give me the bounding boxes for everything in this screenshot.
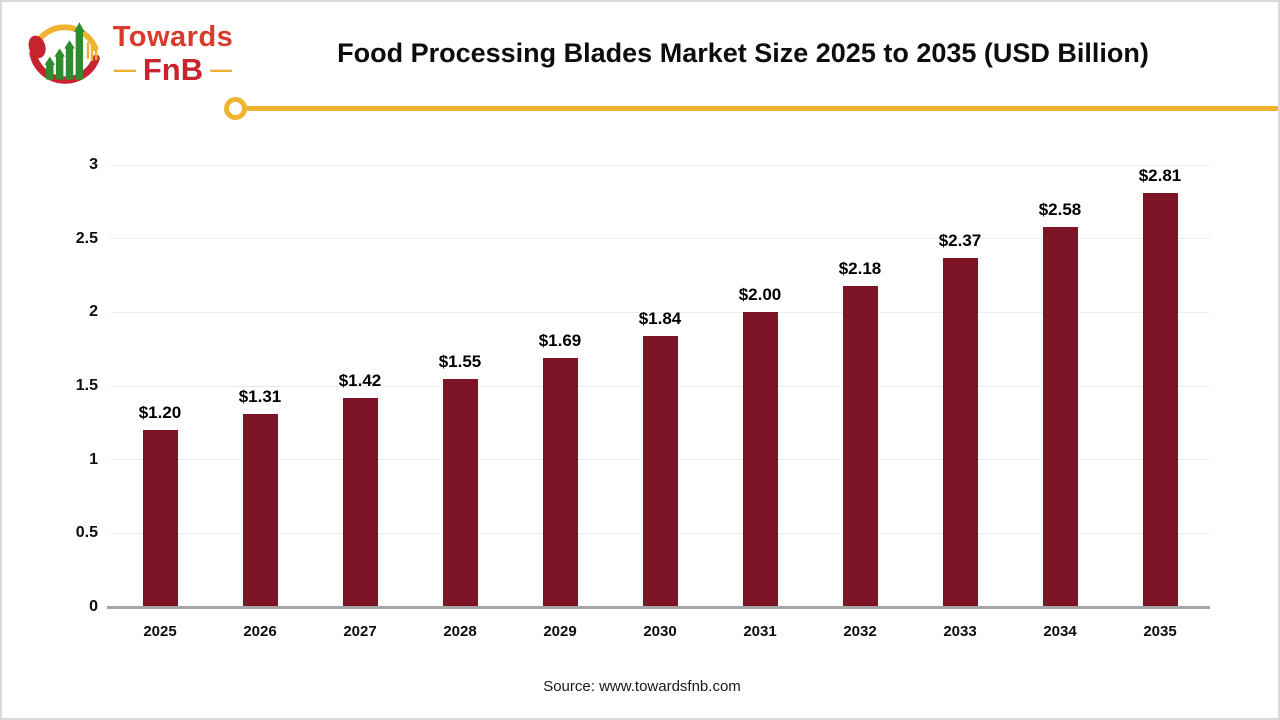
- y-axis-tick-label: 0: [89, 598, 98, 615]
- logo-word-fnb: FnB: [142, 52, 204, 87]
- bar-value-label: $1.20: [138, 403, 182, 423]
- divider-ring-icon: [224, 97, 247, 120]
- bar-value-label: $1.84: [638, 308, 682, 328]
- bar-2030: [642, 335, 678, 606]
- x-axis-tick-label: 2035: [1143, 623, 1177, 640]
- bar-2035: [1142, 192, 1178, 606]
- towardsfnb-logo-icon: [28, 22, 100, 84]
- y-axis-tick-label: 0.5: [75, 524, 98, 542]
- x-axis-tick-label: 2026: [243, 623, 277, 640]
- towardsfnb-logo-text: Towards — FnB —: [108, 22, 238, 86]
- x-axis-line: [107, 606, 1210, 609]
- bar-value-label: $1.69: [538, 331, 582, 350]
- bar-2034: [1042, 226, 1078, 606]
- divider-line: [245, 106, 1278, 111]
- gridline: [110, 238, 1210, 240]
- bar-2028: [442, 378, 478, 606]
- bar-2025: [142, 430, 178, 606]
- chart-title: Food Processing Blades Market Size 2025 …: [337, 38, 1149, 68]
- x-axis-tick-label: 2029: [543, 623, 577, 640]
- x-axis-tick-label: 2030: [643, 623, 677, 640]
- x-axis-tick-label: 2025: [143, 623, 177, 640]
- bar-value-label: $2.18: [838, 258, 882, 278]
- y-axis-tick-label: 2.5: [75, 229, 98, 247]
- bar-value-label: $1.42: [338, 370, 382, 390]
- bar-value-label: $1.31: [238, 386, 282, 406]
- y-axis-tick-label: 1.5: [75, 377, 98, 394]
- logo-dash-left: —: [113, 57, 136, 82]
- bar-value-label: $1.55: [438, 351, 482, 371]
- x-axis-tick-label: 2033: [943, 623, 977, 640]
- x-axis-tick-label: 2032: [843, 623, 877, 640]
- x-axis-tick-label: 2028: [443, 623, 477, 640]
- gridline: [110, 311, 1210, 313]
- x-axis-tick-label: 2034: [1043, 623, 1077, 640]
- logo-dash-right: —: [210, 57, 233, 82]
- bar-2031: [742, 312, 778, 606]
- bar-2033: [942, 257, 978, 606]
- bar-2029: [542, 358, 578, 606]
- x-axis-tick-label: 2031: [743, 623, 777, 640]
- y-axis-tick-label: 1: [89, 450, 98, 468]
- bar-2027: [342, 397, 378, 606]
- logo-word-towards: Towards: [112, 21, 234, 53]
- y-axis-tick-label: 2: [89, 303, 98, 321]
- gridline: [110, 164, 1210, 166]
- bar-2026: [242, 413, 278, 606]
- bar-value-label: $2.37: [938, 230, 982, 250]
- y-axis-tick-label: 3: [89, 156, 98, 173]
- bar-value-label: $2.81: [1138, 165, 1182, 185]
- bar-2032: [842, 285, 878, 606]
- bar-value-label: $2.58: [1038, 199, 1082, 219]
- x-axis-tick-label: 2027: [343, 623, 377, 640]
- bar-value-label: $2.00: [738, 285, 782, 305]
- source-text: Source: www.towardsfnb.com: [543, 678, 741, 695]
